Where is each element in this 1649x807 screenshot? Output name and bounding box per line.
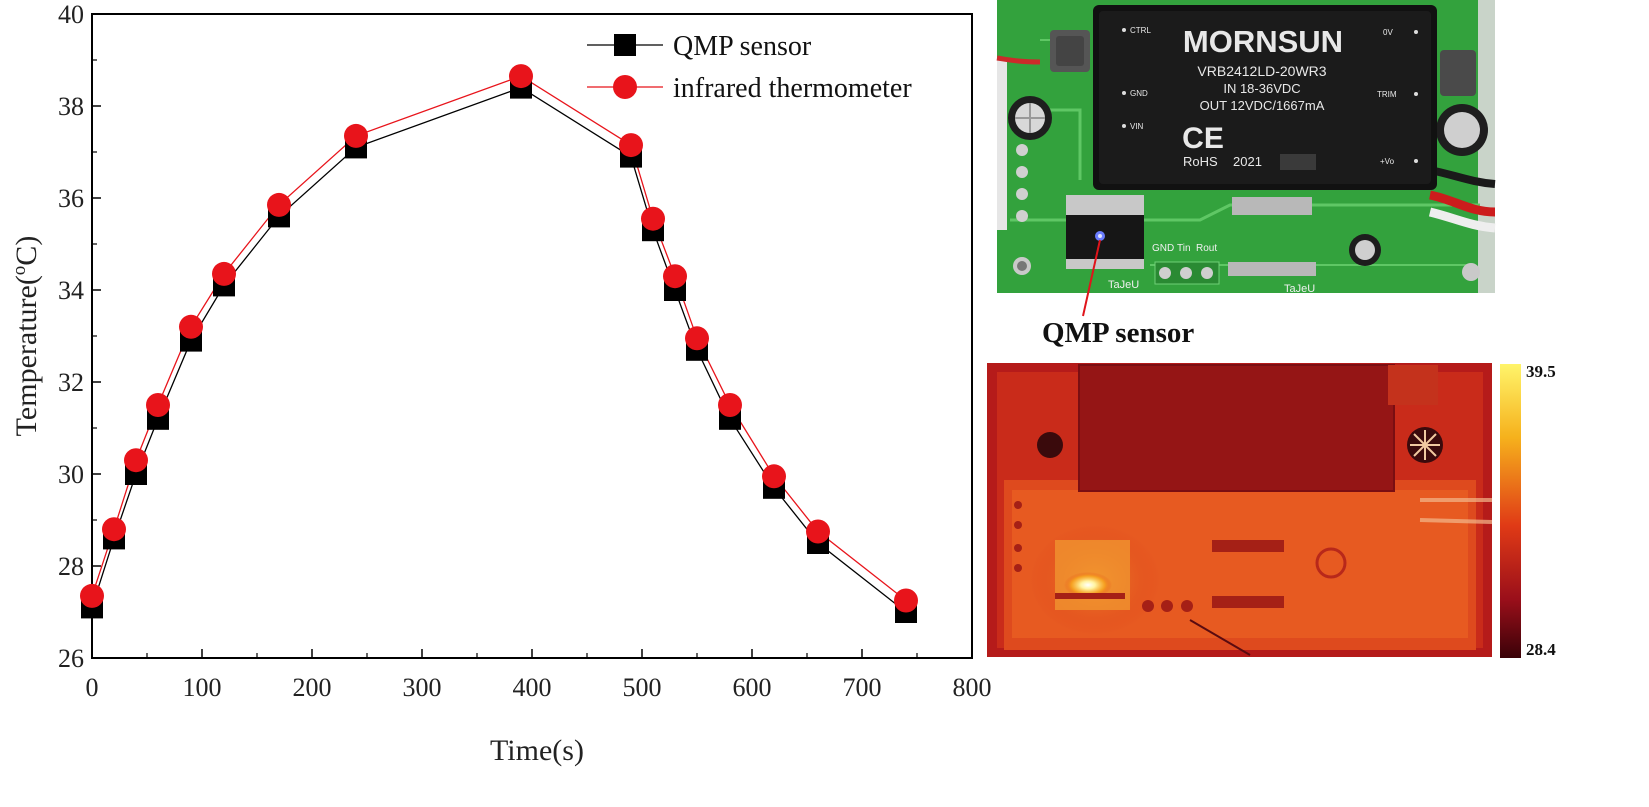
pcb-logo-right: TaJeU [1284,283,1315,295]
sensor-label: QMP sensor [1042,317,1194,349]
y-tick-label: 36 [58,184,84,213]
x-tick-label: 800 [953,673,992,702]
x-tick-label: 400 [513,673,552,702]
ir-point [267,192,291,217]
x-tick-label: 200 [293,673,332,702]
y-axis-title-tail: C) [10,236,43,266]
colorbar-min-label: 28.4 [1526,640,1556,659]
inductor-right [1440,50,1476,96]
thermal-module-block [1079,365,1394,491]
series-markers [80,64,918,623]
legend-circle-marker [613,75,637,99]
legend: QMP sensor infrared thermometer [587,31,912,104]
pcb-logo-left: TaJeU [1108,279,1139,291]
ir-point [102,517,126,542]
ir-point [641,206,665,231]
y-tick-label: 40 [58,0,84,29]
left-pads [1016,144,1028,222]
ir-point [894,588,918,613]
y-tick-label: 32 [58,368,84,397]
ir-point [718,393,742,417]
module-input: IN 18-36VDC [1223,81,1300,96]
ir-point [685,326,709,351]
y-tick-label: 34 [58,276,84,305]
y-tick-label: 28 [58,552,84,581]
pin-0v: 0V [1383,28,1393,37]
pcb-label-rout: Rout [1196,243,1217,254]
module-brand: MORNSUN [1183,24,1343,59]
x-axis-title: Time(s) [490,734,584,767]
legend-label-ir: infrared thermometer [673,73,912,104]
module-ce-mark: CE [1182,122,1224,155]
x-tick-label: 700 [843,673,882,702]
series-line-ir [91,75,907,602]
colorbar-max-label: 39.5 [1526,362,1556,381]
pin-trim: TRIM [1377,90,1397,99]
ir-point [762,464,786,489]
ir-point [212,261,236,286]
x-axis: 0 100 200 300 400 500 600 700 800 [86,649,992,702]
temperature-chart: 0 100 200 300 400 500 600 700 800 26 28 30 32 34 36 38… [9,0,992,767]
pcb-photo: MORNSUN VRB2412LD-20WR3 IN 18-36VDC OUT … [996,0,1496,349]
ir-point [619,133,643,158]
module-year: 2021 [1233,154,1262,169]
pin-vin: VIN [1130,122,1144,131]
qmp-chip [1066,195,1144,269]
thermal-image [987,363,1493,657]
pcb-label-gnd: GND [1152,243,1174,254]
y-tick-label: 30 [58,460,84,489]
y-axis-title-main: Temperature( [10,275,43,436]
power-module: MORNSUN VRB2412LD-20WR3 IN 18-36VDC OUT … [1093,5,1437,190]
ir-point [124,448,148,473]
ir-point [179,314,203,339]
y-axis-title-sup: o [9,266,30,276]
x-tick-label: 0 [86,673,99,702]
ir-point [80,583,104,608]
ir-point [344,123,368,148]
y-axis-title: Temperature(oC) [9,236,43,437]
module-output: OUT 12VDC/1667mA [1200,98,1325,113]
ir-point [146,393,170,417]
thermal-hot-spot [1064,572,1112,598]
y-tick-label: 26 [58,644,84,673]
ir-point [509,64,533,89]
x-tick-label: 300 [403,673,442,702]
header-pads: GND Tin Rout TaJeU TaJeU [1108,197,1316,295]
sensor-pointer-line [1082,239,1101,317]
y-tick-label: 38 [58,92,84,121]
thermal-colorbar: 39.5 28.4 [1500,362,1556,659]
series-lines [91,75,907,613]
legend-square-marker [614,34,636,56]
x-tick-label: 600 [733,673,772,702]
legend-label-qmp: QMP sensor [673,31,812,62]
pin-vo: +Vo [1380,157,1395,166]
y-axis: 26 28 30 32 34 36 38 40 [58,0,101,673]
ir-point [663,264,687,289]
pin-gnd: GND [1130,89,1148,98]
plot-frame [91,13,973,659]
ir-point [806,519,830,544]
module-rohs: RoHS [1183,154,1218,169]
pcb-label-tin: Tin [1177,243,1191,254]
series-line-qmp [91,86,907,613]
x-tick-label: 500 [623,673,662,702]
x-tick-label: 100 [183,673,222,702]
pin-ctrl: CTRL [1130,26,1151,35]
module-model: VRB2412LD-20WR3 [1197,63,1326,79]
